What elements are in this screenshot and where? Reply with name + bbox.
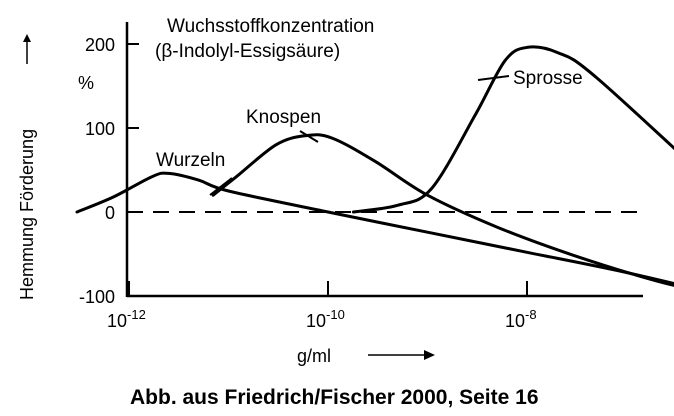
series-label-sprosse: Sprosse xyxy=(513,68,583,89)
y-tick-label: -100 xyxy=(79,287,115,307)
y-axis-label-arrow-head xyxy=(23,34,31,42)
x-tick-base: 10 xyxy=(505,311,525,331)
x-axis-label-arrow-head xyxy=(424,350,435,360)
x-tick-exponent: -12 xyxy=(127,307,146,322)
x-tick-label: 10-12 xyxy=(107,307,146,331)
series-line-sprosse xyxy=(351,45,674,214)
y-axis-label-group: Hemmung Förderung xyxy=(17,34,37,300)
y-axis-label: Hemmung Förderung xyxy=(17,129,37,300)
y-ticks: 200 100 0 -100 xyxy=(79,35,139,307)
x-tick-label: 10-10 xyxy=(306,307,345,331)
x-axis-label: g/ml xyxy=(297,346,331,366)
series-layer: Wurzeln Knospen Sprosse xyxy=(75,45,674,287)
x-tick-base: 10 xyxy=(107,311,127,331)
chart-title-line-1: Wuchsstoffkonzentration xyxy=(167,16,374,37)
figure-caption: Abb. aus Friedrich/Fischer 2000, Seite 1… xyxy=(130,386,539,409)
chart-title-line-2: (β-Indolyl-Essigsäure) xyxy=(155,41,340,62)
series-line-wurzeln xyxy=(75,171,674,286)
x-tick-base: 10 xyxy=(306,311,326,331)
series-leader-wurzeln xyxy=(209,177,233,196)
series-label-wurzeln: Wurzeln xyxy=(156,150,225,171)
y-tick-label: 200 xyxy=(85,35,115,55)
x-tick-label: 10-8 xyxy=(505,307,537,331)
series-leader-sprosse xyxy=(477,75,510,81)
y-tick-label: 100 xyxy=(85,119,115,139)
series-label-knospen: Knospen xyxy=(246,107,321,128)
y-unit-label: % xyxy=(78,73,94,93)
series-line-knospen xyxy=(211,133,674,287)
x-tick-exponent: -8 xyxy=(525,307,537,322)
y-tick-label: 0 xyxy=(105,203,115,223)
x-tick-exponent: -10 xyxy=(326,307,345,322)
series-leader-knospen xyxy=(299,130,319,143)
